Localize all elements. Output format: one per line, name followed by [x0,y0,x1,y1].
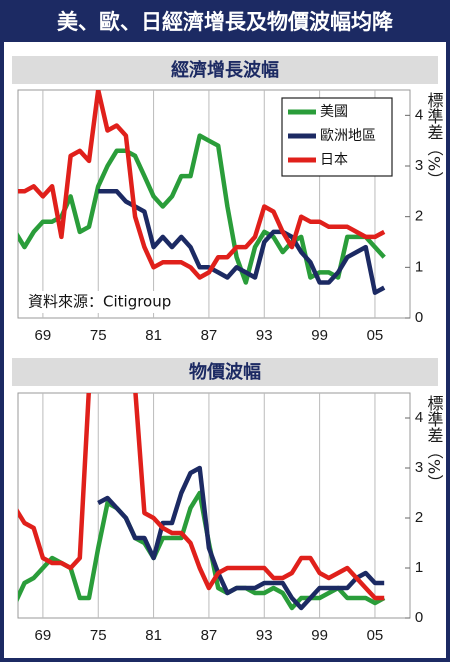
x-tick-label: 75 [90,627,107,644]
x-tick-label: 69 [35,327,52,344]
annotation: 資料來源：Citigroup [28,293,171,311]
x-tick-label: 99 [311,327,328,344]
title-bar [2,2,448,42]
series-line [18,90,386,280]
series-line [97,465,385,611]
y-tick-label: 0 [415,309,423,326]
x-tick-label: 93 [256,627,273,644]
y-axis-label: 標準差（%） [425,92,444,187]
y-tick-label: 3 [415,157,423,174]
x-tick-label: 05 [367,627,384,644]
y-tick-label: 2 [415,208,423,225]
y-tick-label: 2 [415,509,423,526]
lines [18,90,386,295]
chart-title: 經濟增長波幅 [171,59,279,81]
y-tick-label: 4 [415,409,423,426]
series-line [98,189,386,295]
annotation-bg [24,291,186,313]
legend-label: 歐洲地區 [320,128,376,144]
x-tick-label: 87 [201,627,218,644]
x-tick-label: 99 [311,627,328,644]
subtitle-band [12,358,438,386]
y-tick-label: 1 [415,258,423,275]
x-tick-label: 81 [145,627,162,644]
series-line [18,133,386,285]
x-tick-label: 87 [201,327,218,344]
series-line [18,393,385,601]
x-tick-label: 69 [35,627,52,644]
subtitle-band [12,56,438,84]
page-title: 美、歐、日經濟增長及物價波幅均降 [57,10,394,34]
y-tick-label: 0 [415,609,423,626]
lines [18,393,386,611]
x-tick-label: 75 [90,327,107,344]
y-axis-label: 標準差（%） [425,395,444,490]
y-tick-label: 4 [415,106,423,123]
legend-label: 日本 [320,152,348,168]
chart-title: 物價波幅 [189,361,261,383]
series-line [18,490,386,611]
y-tick-label: 1 [415,559,423,576]
x-tick-label: 81 [145,327,162,344]
legend-label: 美國 [320,104,348,120]
x-tick-label: 93 [256,327,273,344]
x-tick-label: 05 [367,327,384,344]
y-tick-label: 3 [415,459,423,476]
